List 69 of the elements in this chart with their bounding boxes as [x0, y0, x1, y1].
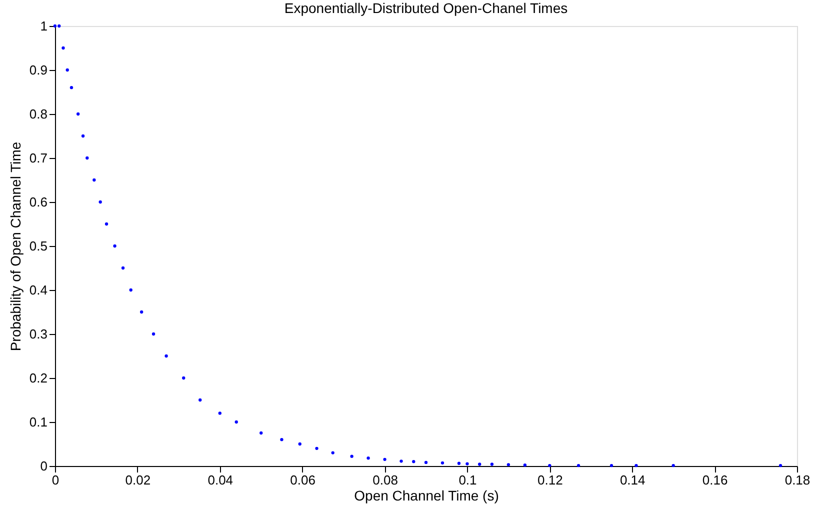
point — [70, 86, 74, 90]
point — [366, 456, 370, 460]
point — [86, 156, 89, 160]
y-tick-label: 1 — [40, 18, 48, 34]
point — [164, 354, 168, 358]
x-tick-label: 0.1 — [458, 472, 477, 488]
x-tick-label: 0.14 — [620, 472, 646, 488]
y-tick-label: 0.4 — [29, 282, 48, 298]
point — [81, 134, 85, 138]
point — [466, 462, 469, 466]
y-tick-label: 0 — [40, 458, 48, 474]
point — [331, 451, 334, 454]
point — [634, 464, 638, 468]
point — [140, 310, 144, 314]
point — [778, 464, 782, 468]
x-tick-label: 0.04 — [208, 472, 234, 488]
point — [412, 460, 416, 464]
point — [506, 463, 510, 466]
y-axis-title: Probability of Open Channel Time — [7, 142, 24, 352]
point — [490, 462, 494, 466]
point — [98, 200, 102, 204]
point — [182, 376, 186, 380]
y-tick-label: 0.1 — [29, 414, 48, 430]
x-axis-title: Open Channel Time (s) — [354, 488, 499, 504]
point — [610, 464, 614, 468]
point — [66, 68, 69, 72]
point — [198, 398, 202, 402]
point — [400, 460, 403, 463]
point — [457, 462, 461, 465]
point — [76, 112, 80, 116]
point — [478, 462, 482, 466]
point — [298, 442, 302, 446]
point — [129, 288, 132, 292]
x-tick-label: 0.08 — [372, 472, 398, 488]
x-tick-label: 0 — [52, 472, 60, 488]
y-tick-label: 0.2 — [29, 370, 48, 386]
y-tick-label: 0.6 — [29, 194, 48, 210]
x-tick-label: 0.16 — [702, 472, 728, 488]
point — [104, 222, 108, 226]
point — [440, 461, 444, 464]
chart-title: Exponentially-Distributed Open-Chanel Times — [284, 0, 568, 16]
x-tick-label: 0.18 — [784, 472, 810, 488]
point — [113, 244, 116, 248]
point — [672, 464, 675, 468]
x-tick-label: 0.06 — [290, 472, 316, 488]
point — [62, 46, 65, 50]
point — [350, 454, 354, 458]
point — [152, 332, 156, 336]
point — [218, 412, 222, 415]
point — [315, 446, 318, 450]
point — [260, 431, 263, 435]
point — [424, 460, 428, 464]
x-tick-label: 0.12 — [538, 472, 563, 488]
y-tick-label: 0.3 — [29, 326, 48, 342]
x-tick-label: 0.02 — [125, 472, 151, 488]
point — [523, 464, 527, 467]
point — [53, 24, 57, 28]
point — [576, 464, 580, 468]
point — [280, 438, 284, 442]
point — [92, 178, 96, 182]
point — [548, 464, 552, 468]
y-tick-label: 0.5 — [29, 238, 48, 254]
y-tick-label: 0.8 — [29, 106, 48, 122]
point — [234, 420, 238, 424]
y-tick-label: 0.9 — [29, 62, 48, 78]
point — [58, 24, 61, 28]
point — [121, 266, 125, 270]
y-tick-label: 0.7 — [29, 150, 48, 166]
point — [383, 458, 386, 461]
